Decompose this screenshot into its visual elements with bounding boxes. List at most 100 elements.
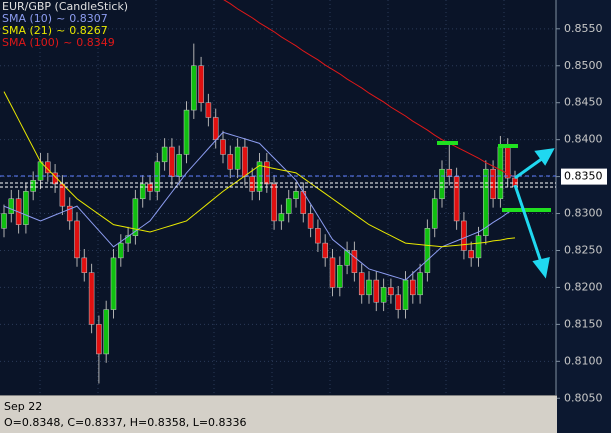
- candle-body: [212, 117, 219, 140]
- legend-separator: ~: [56, 12, 65, 25]
- candle-body: [234, 146, 241, 170]
- candle-body: [191, 65, 197, 111]
- candle-body: [439, 168, 445, 200]
- candle-body: [285, 198, 292, 214]
- legend-entry: SMA (100) ~0.8349: [2, 36, 115, 49]
- candle-body: [483, 168, 489, 236]
- candle-body: [388, 287, 394, 296]
- legend-entry: SMA (21) ~0.8267: [2, 24, 108, 37]
- candle-body: [147, 183, 153, 192]
- candle-body: [103, 309, 109, 355]
- candle-body: [461, 220, 467, 251]
- arrow-head: [534, 148, 555, 166]
- candle-body: [366, 279, 372, 296]
- candle-body: [74, 220, 80, 259]
- legend-name: SMA (21): [2, 24, 52, 37]
- candle-body: [271, 183, 277, 222]
- legend-name: SMA (100): [2, 36, 59, 49]
- candle-body: [337, 265, 343, 288]
- y-tick-label: 0.8050: [564, 391, 603, 404]
- candle-body: [380, 287, 387, 303]
- arrow: [513, 184, 543, 263]
- candle-body: [227, 154, 234, 170]
- candle-body: [410, 279, 416, 296]
- candle-body: [329, 257, 336, 288]
- candle-body: [88, 272, 95, 325]
- candle-body: [468, 250, 474, 259]
- candle-body: [220, 139, 226, 155]
- candle-body: [205, 102, 212, 118]
- candle-body: [322, 242, 328, 259]
- y-tick-label: 0.8100: [564, 354, 603, 367]
- y-tick-label: 0.8200: [564, 280, 603, 293]
- candle-body: [293, 191, 299, 200]
- sma-line: [3, 131, 516, 281]
- candle-body: [264, 161, 270, 185]
- legend-entry: SMA (10) ~0.8307: [2, 12, 108, 25]
- status-bar: Sep 22 O=0.8348, C=0.8337, H=0.8358, L=0…: [0, 395, 557, 433]
- legend: EUR/GBP (CandleStick)SMA (10) ~0.8307SMA …: [2, 0, 128, 49]
- candle-body: [315, 228, 321, 244]
- candle-body: [8, 198, 15, 214]
- legend-separator: ~: [56, 24, 65, 37]
- y-tick-label: 0.8250: [564, 243, 603, 256]
- sma-lines: [3, 0, 516, 281]
- drawn-arrows: [513, 148, 555, 279]
- candle-body: [37, 161, 44, 181]
- candle-body: [198, 65, 204, 103]
- y-tick-label: 0.8550: [564, 22, 603, 35]
- legend-name: SMA (10): [2, 12, 52, 25]
- legend-separator: ~: [63, 36, 72, 49]
- candle-body: [512, 177, 518, 187]
- candle-body: [424, 228, 431, 273]
- legend-title: EUR/GBP (CandleStick): [2, 0, 128, 13]
- arrow: [514, 156, 544, 180]
- sma-line: [223, 0, 516, 178]
- candle-body: [30, 180, 36, 192]
- legend-value: 0.8307: [69, 12, 108, 25]
- candle-body: [110, 257, 117, 310]
- candle-body: [154, 161, 161, 192]
- candle-body: [66, 205, 73, 222]
- candle-body: [395, 294, 401, 310]
- axis-background: [556, 0, 611, 433]
- candle-body: [1, 213, 7, 229]
- candle-body: [351, 250, 358, 273]
- current-price-box: [561, 168, 607, 185]
- candle-body: [417, 272, 423, 296]
- candles: [1, 43, 518, 384]
- candle-body: [453, 176, 460, 222]
- candle-body: [278, 213, 285, 222]
- candle-body: [242, 146, 248, 177]
- candle-body: [132, 198, 139, 236]
- candle-body: [446, 168, 453, 177]
- y-axis: 0.8050 0.8100 0.8150 0.8200 0.8250 0.8300 0.83…: [556, 22, 607, 404]
- y-tick-label: 0.8350: [564, 170, 603, 183]
- candle-body: [256, 161, 263, 192]
- candle-body: [344, 250, 350, 266]
- candle-body: [249, 176, 255, 192]
- candle-body: [373, 279, 380, 303]
- candle-body: [475, 235, 482, 259]
- y-tick-label: 0.8300: [564, 207, 603, 220]
- candle-body: [23, 191, 29, 225]
- candle-body: [96, 324, 102, 355]
- candle-body: [176, 154, 182, 177]
- sma-line: [3, 91, 516, 248]
- arrow-head: [532, 257, 550, 279]
- candle-body: [118, 242, 124, 259]
- candle-body: [169, 146, 175, 177]
- y-tick-label: 0.8500: [564, 59, 603, 72]
- candle-body: [431, 198, 438, 229]
- candle-body: [125, 235, 131, 244]
- y-tick-label: 0.8400: [564, 133, 603, 146]
- plot-background: [0, 0, 556, 433]
- candle-body: [183, 109, 190, 155]
- candle-body: [81, 257, 88, 273]
- candle-body: [307, 213, 314, 229]
- candle-body: [402, 279, 409, 310]
- status-date: Sep 22: [4, 400, 43, 413]
